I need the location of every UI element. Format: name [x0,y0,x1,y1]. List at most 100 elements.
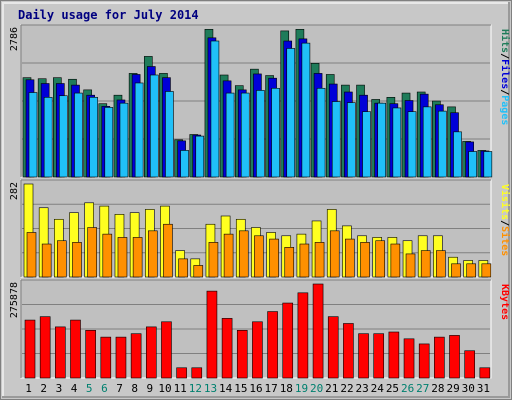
bar-kbytes-day-16 [252,321,263,379]
bar-sites-day-26 [405,253,416,278]
x-tick-label: 27 [416,382,429,395]
y-max-label: 275878 [9,282,20,318]
legend-label-hits-files-pages: Hits/Files/Pages [499,29,511,125]
bar-kbytes-day-4 [70,319,81,379]
bar-kbytes-day-12 [191,367,203,379]
bar-kbytes-day-10 [161,321,172,379]
bar-sites-day-5 [87,227,97,278]
y-max-label: 2786 [9,27,20,51]
bar-kbytes-day-5 [85,329,96,379]
bar-sites-day-31 [481,263,492,278]
legend-entry: Hits [499,29,511,53]
frame-bevel-left [2,2,4,398]
bar-sites-day-10 [163,223,173,278]
bar-sites-day-23 [360,242,370,278]
x-tick-label: 20 [310,382,323,395]
bar-kbytes-day-8 [130,333,142,379]
x-tick-label: 5 [86,382,93,395]
bar-pages-day-13 [210,40,220,178]
bar-pages-day-26 [407,111,417,178]
bar-pages-day-5 [89,97,98,178]
bar-pages-day-17 [271,87,280,178]
y-max-label: 282 [9,182,20,200]
bar-sites-day-14 [223,233,234,278]
x-tick-label: 23 [356,382,369,395]
x-tick-label: 26 [401,382,414,395]
bar-sites-day-11 [178,258,188,278]
x-tick-label: 25 [386,382,399,395]
bar-pages-day-8 [134,82,144,178]
bar-kbytes-day-7 [115,336,127,379]
bar-pages-day-24 [377,102,387,178]
x-tick-label: 6 [101,382,108,395]
bar-pages-day-15 [240,92,250,178]
bar-pages-day-19 [301,42,311,178]
legend-entry: Pages [499,95,510,125]
bar-sites-day-2 [41,243,52,278]
bar-pages-day-2 [43,97,53,178]
legend-entry: Files [499,59,511,89]
bar-sites-day-9 [147,230,158,278]
bar-kbytes-day-25 [388,331,400,379]
x-tick-label: 28 [431,382,444,395]
bar-kbytes-day-17 [267,311,278,379]
bar-sites-day-19 [299,243,310,278]
bar-pages-day-9 [149,74,159,178]
bar-sites-day-4 [72,242,82,278]
x-tick-label: 9 [147,382,154,395]
legend-label-visits-sites: Visits/Sites [499,184,511,256]
bar-kbytes-day-28 [434,336,445,379]
x-tick-label: 10 [158,382,171,395]
bar-kbytes-day-30 [464,350,475,379]
bar-sites-day-30 [466,263,476,278]
bar-kbytes-day-20 [312,283,324,379]
x-tick-label: 17 [265,382,278,395]
frame-bevel-right [508,2,510,398]
bar-pages-day-16 [256,90,265,178]
x-tick-label: 4 [71,382,78,395]
bar-sites-day-25 [390,243,401,278]
frame-bevel-bottom [2,396,510,398]
bar-pages-day-14 [225,92,235,178]
bar-sites-day-13 [208,242,219,278]
bar-kbytes-day-29 [449,335,460,379]
legend-entry: Visits [499,184,511,220]
bar-pages-day-10 [165,91,174,178]
bar-sites-day-29 [451,263,461,278]
x-tick-label: 24 [371,382,385,395]
bar-pages-day-23 [362,111,371,178]
bar-kbytes-day-22 [343,323,354,379]
bar-kbytes-day-27 [418,343,430,379]
bar-pages-day-21 [331,101,341,178]
bar-kbytes-day-18 [282,302,294,379]
bar-pages-day-11 [180,150,189,178]
legend-entry: / [499,220,510,226]
x-tick-label: 7 [116,382,123,395]
bar-sites-day-12 [193,265,204,278]
bar-kbytes-day-3 [55,326,66,379]
bar-pages-day-7 [119,102,129,178]
x-tick-label: 2 [40,382,47,395]
legend-entry: Sites [499,226,511,256]
bar-kbytes-day-2 [39,316,51,379]
x-tick-label: 19 [295,382,308,395]
bar-sites-day-24 [375,240,386,278]
bar-pages-day-30 [468,151,477,178]
bar-sites-day-1 [26,232,37,278]
bar-sites-day-17 [269,238,279,278]
x-tick-label: 30 [462,382,475,395]
bar-kbytes-day-23 [358,333,369,379]
x-tick-label: 8 [131,382,138,395]
bar-pages-day-28 [438,110,447,178]
bar-kbytes-day-15 [236,329,248,379]
bar-pages-day-18 [286,48,296,178]
x-tick-label: 1 [25,382,32,395]
bar-sites-day-18 [284,247,295,278]
frame-bevel-top [2,2,510,4]
x-tick-label: 14 [219,382,233,395]
x-tick-label: 15 [234,382,247,395]
bar-kbytes-day-1 [24,319,36,379]
legend-entry: KBytes [499,284,510,320]
bar-kbytes-day-31 [479,367,491,379]
